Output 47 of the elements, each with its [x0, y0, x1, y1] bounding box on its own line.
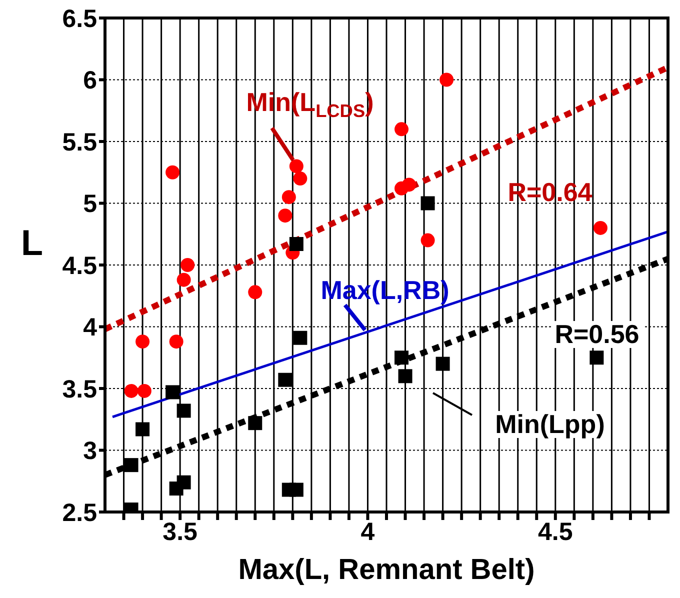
point [593, 220, 608, 235]
y-tick-label: 3.5 [62, 375, 98, 404]
point [293, 330, 308, 345]
point [402, 178, 416, 192]
point [248, 416, 262, 430]
point [278, 372, 292, 387]
point [278, 208, 292, 223]
point [289, 482, 304, 497]
x-tick-label: 4 [360, 518, 375, 546]
point [289, 159, 304, 174]
point [394, 350, 409, 365]
point [590, 350, 604, 365]
y-tick-label: 4.5 [62, 252, 98, 280]
y-tick-label: 6.5 [62, 4, 98, 33]
point [124, 458, 138, 472]
y-axis-title: L [21, 222, 43, 264]
point [176, 475, 191, 490]
point [176, 404, 191, 418]
point [436, 356, 450, 371]
point [166, 385, 180, 400]
point [124, 384, 138, 398]
point [420, 196, 435, 210]
point [440, 72, 454, 87]
point [166, 165, 180, 180]
point [398, 369, 412, 384]
x-tick-label: 4.5 [538, 518, 573, 546]
point [180, 258, 195, 272]
point [248, 285, 262, 300]
y-tick-label: 4 [83, 314, 98, 342]
y-tick-label: 6 [83, 66, 97, 95]
y-tick-label: 5.5 [62, 128, 98, 156]
point [137, 384, 152, 398]
point [136, 422, 150, 436]
point [282, 190, 296, 204]
point [136, 334, 150, 349]
point [420, 233, 435, 248]
point [394, 122, 409, 136]
point [293, 172, 308, 186]
y-tick-label: 3 [83, 437, 97, 466]
annotation: Min(Lpp) [495, 409, 605, 439]
x-axis-title: Max(L, Remnant Belt) [238, 554, 535, 586]
y-tick-label: 2.5 [62, 498, 98, 527]
x-tick-label: 3.5 [162, 518, 198, 546]
y-tick-label: 5 [83, 190, 98, 218]
point [289, 237, 304, 252]
point [176, 272, 191, 287]
point [169, 334, 184, 349]
